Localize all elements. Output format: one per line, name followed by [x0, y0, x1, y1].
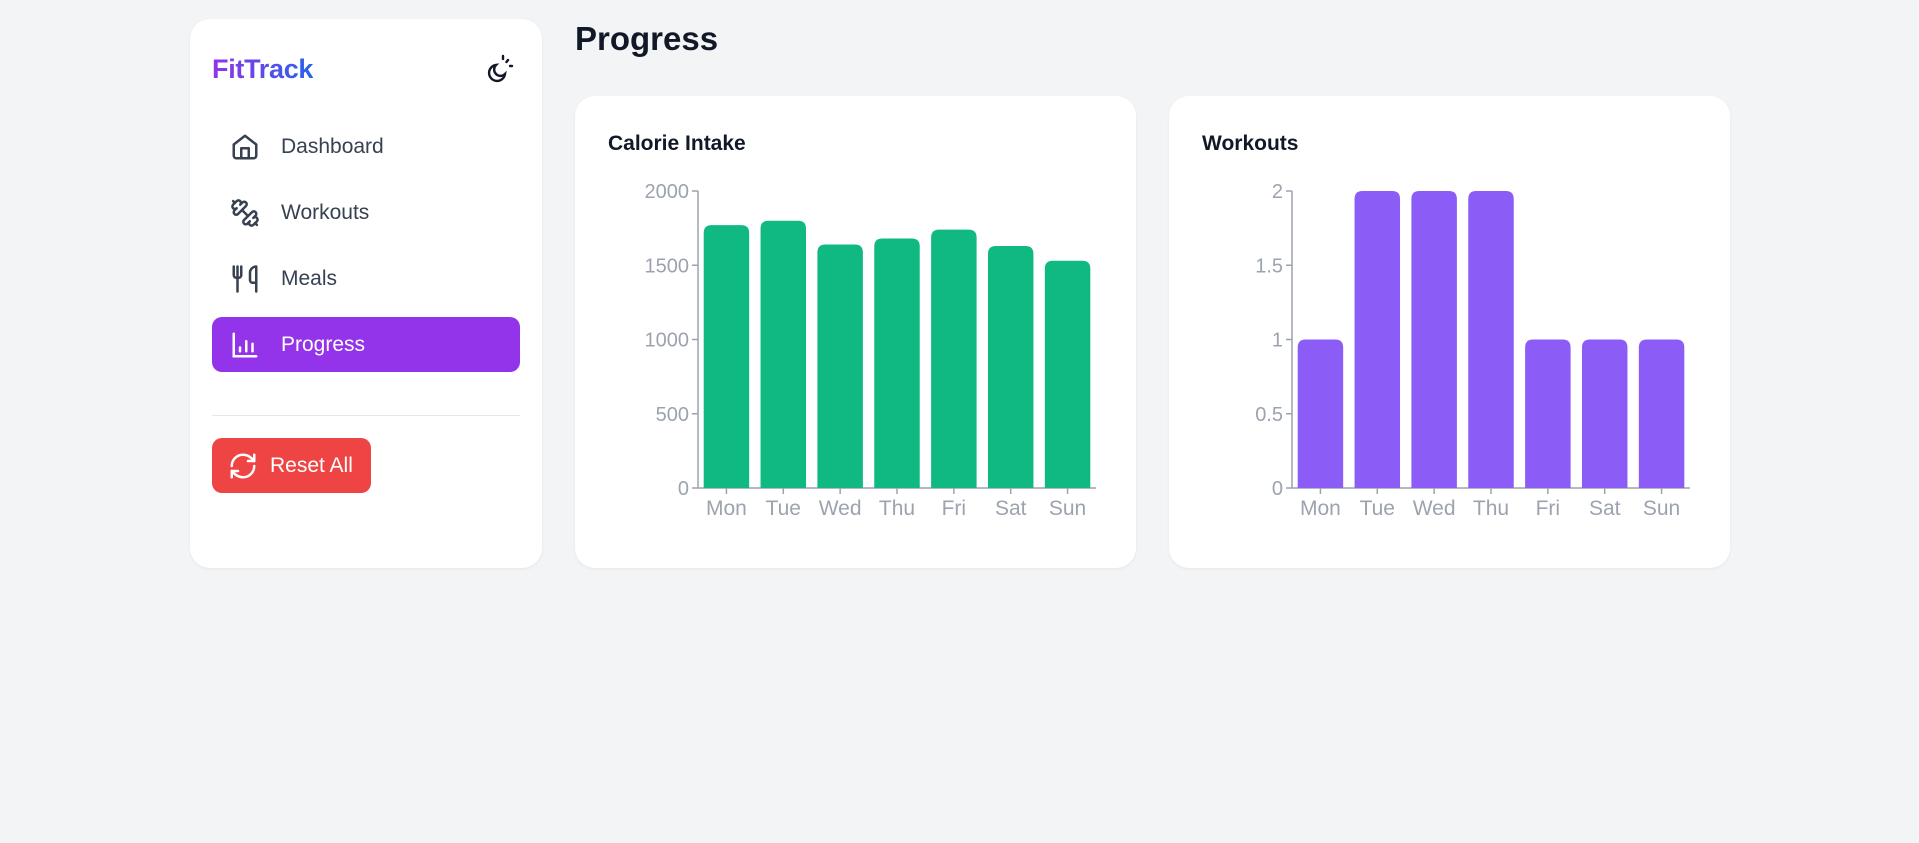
workouts-card: 0 0.5 1 1.5 2 Mon Tue Wed Thu Fri Sat Sun Workouts: [1169, 96, 1730, 568]
sidebar-item-progress[interactable]: Progress: [212, 317, 520, 372]
bar[interactable]: [1411, 191, 1457, 488]
y-tick-label: 1.5: [1255, 255, 1283, 277]
card-title: Workouts: [1202, 132, 1299, 155]
sidebar: FitTrack Dashboard: [190, 19, 542, 568]
x-tick-label: Tue: [1360, 497, 1395, 520]
x-tick-label: Sun: [1643, 497, 1680, 520]
bar[interactable]: [1638, 339, 1685, 489]
home-icon: [229, 131, 261, 163]
reset-all-button[interactable]: Reset All: [212, 438, 371, 493]
bar[interactable]: [1581, 339, 1628, 489]
sidebar-item-meals[interactable]: Meals: [212, 251, 520, 306]
x-tick-label: Wed: [1413, 497, 1456, 520]
utensils-icon: [229, 263, 261, 295]
y-tick-label: 0.5: [1255, 404, 1283, 426]
dumbbell-icon: [229, 197, 261, 229]
x-tick-label: Thu: [1473, 497, 1509, 520]
sidebar-nav: Dashboard Workouts: [212, 119, 520, 383]
card-title: Calorie Intake: [608, 132, 746, 155]
bar[interactable]: [874, 238, 920, 488]
sidebar-item-label: Workouts: [281, 200, 370, 224]
bar[interactable]: [760, 220, 807, 488]
bar[interactable]: [1525, 339, 1571, 489]
x-tick-label: Sat: [995, 497, 1027, 520]
page-title: Progress: [575, 20, 719, 57]
x-tick-label: Wed: [819, 497, 862, 520]
bar[interactable]: [817, 244, 863, 488]
y-tick-label: 0: [1272, 478, 1283, 500]
y-tick-label: 2: [1272, 181, 1283, 203]
x-tick-label: Mon: [1300, 497, 1341, 520]
y-tick-label: 1: [1272, 330, 1283, 352]
x-tick-label: Mon: [706, 497, 747, 520]
bar[interactable]: [1044, 260, 1091, 488]
bar[interactable]: [931, 229, 977, 489]
y-tick-label: 1500: [645, 255, 690, 277]
x-tick-label: Tue: [766, 497, 801, 520]
sidebar-item-label: Meals: [281, 266, 338, 290]
brand-row: FitTrack: [212, 49, 520, 89]
bar[interactable]: [1354, 191, 1401, 488]
x-tick-label: Sun: [1049, 497, 1086, 520]
x-tick-label: Thu: [879, 497, 915, 520]
y-tick-label: 2000: [645, 181, 690, 203]
sidebar-item-label: Progress: [281, 332, 366, 356]
x-tick-label: Fri: [942, 497, 967, 520]
sidebar-divider: [212, 415, 520, 416]
bar[interactable]: [987, 245, 1034, 488]
x-tick-label: Sat: [1589, 497, 1621, 520]
refresh-icon: [228, 451, 258, 481]
x-tick-label: Fri: [1536, 497, 1561, 520]
theme-toggle-button[interactable]: [480, 49, 520, 89]
y-tick-label: 1000: [645, 330, 690, 352]
bar[interactable]: [703, 225, 750, 488]
calorie-intake-card: 0 500 1000 1500 2000 Mon Tue Wed Thu Fri Sat Sun Ca…: [575, 96, 1136, 568]
sidebar-item-workouts[interactable]: Workouts: [212, 185, 520, 240]
sidebar-item-label: Dashboard: [281, 134, 384, 158]
theme-toggle-icon: [484, 52, 516, 87]
bar[interactable]: [1468, 191, 1514, 488]
workouts-chart: 0 0.5 1 1.5 2 Mon Tue Wed Thu Fri Sat Sun: [1169, 96, 1730, 568]
calorie-intake-chart: 0 500 1000 1500 2000 Mon Tue Wed Thu Fri Sat Sun: [575, 96, 1136, 568]
y-tick-label: 0: [678, 478, 689, 500]
y-tick-label: 500: [656, 404, 689, 426]
brand-logo[interactable]: FitTrack: [212, 53, 314, 84]
bar-chart-icon: [229, 329, 261, 361]
sidebar-item-dashboard[interactable]: Dashboard: [212, 119, 520, 174]
bar[interactable]: [1297, 339, 1344, 489]
reset-all-label: Reset All: [270, 453, 353, 477]
